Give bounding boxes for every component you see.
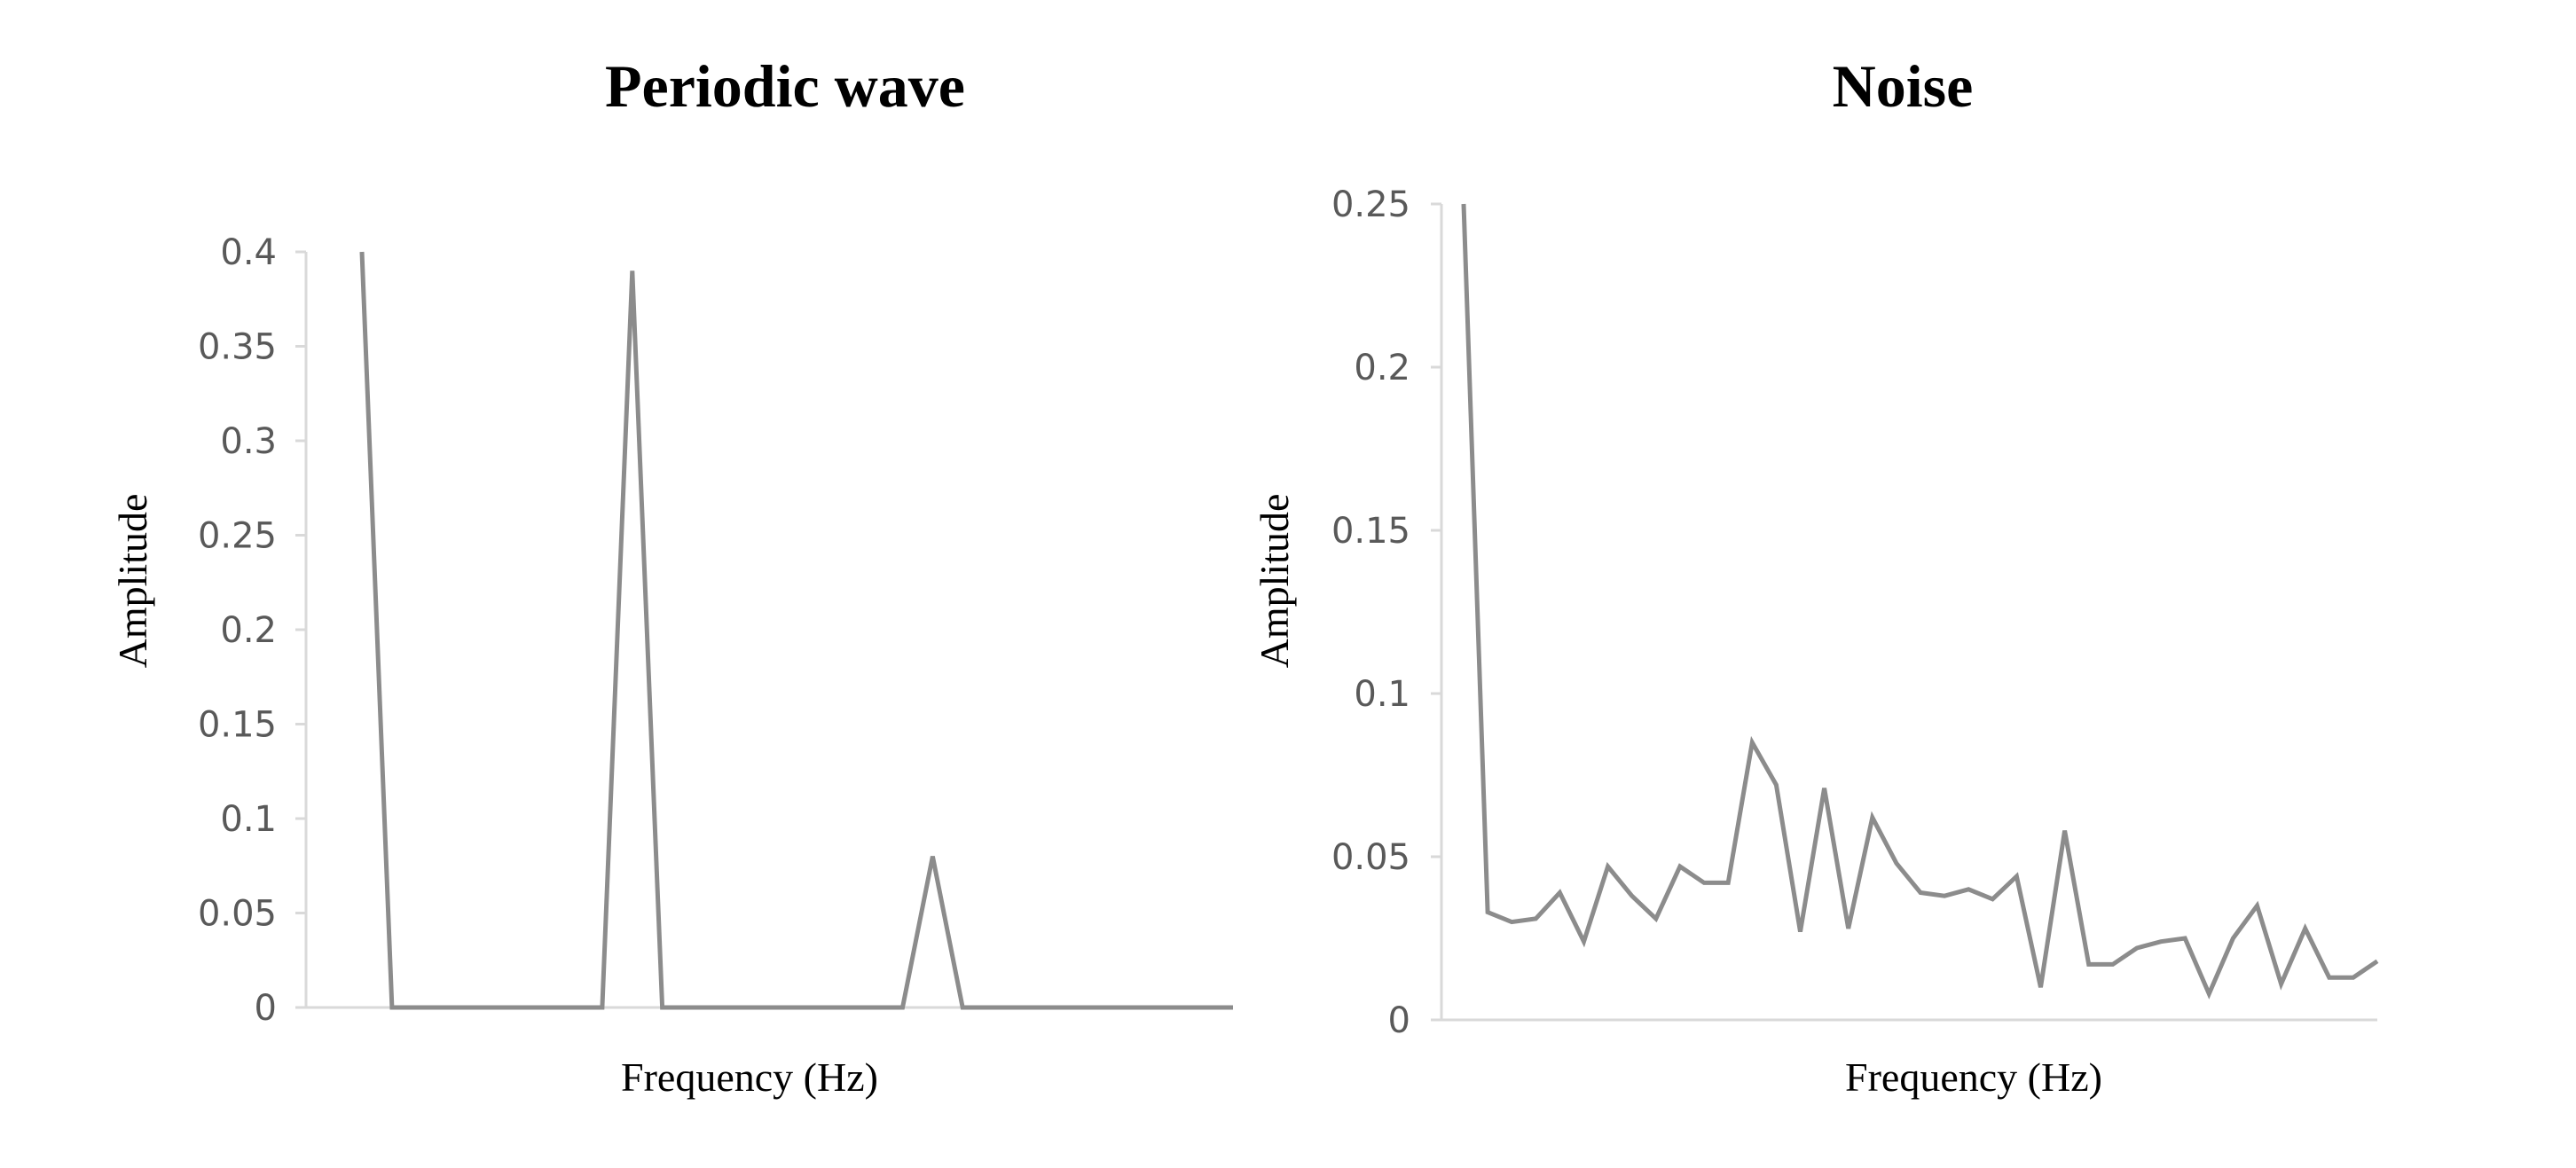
y-tick-label: 0.05 xyxy=(1331,837,1410,878)
y-tick-label: 0.25 xyxy=(198,516,277,557)
series-line xyxy=(1461,203,2379,999)
y-tick-label: 0.3 xyxy=(220,421,277,462)
y-tick-label: 0.35 xyxy=(198,327,277,368)
y-tick-label: 0.4 xyxy=(220,232,277,273)
y-tick-label: 0 xyxy=(1388,1000,1410,1041)
y-tick-label: 0.05 xyxy=(198,894,277,935)
y-tick-label: 0 xyxy=(255,988,277,1029)
y-axis-label: Amplitude xyxy=(110,494,155,669)
y-tick-label: 0.1 xyxy=(1354,674,1410,715)
series-group xyxy=(359,251,1233,1010)
y-tick-label: 0.15 xyxy=(1331,511,1410,552)
series-line xyxy=(359,251,1233,1010)
y-tick-label: 0.15 xyxy=(198,705,277,746)
y-tick-label: 0.1 xyxy=(220,799,277,840)
y-axis: 0 0.05 0.1 0.15 0.2 0.25 0.3 0.35 0.4 xyxy=(198,232,308,1029)
chart-title: Periodic wave xyxy=(605,52,965,120)
y-tick-label: 0.25 xyxy=(1331,184,1410,225)
x-axis-label: Frequency (Hz) xyxy=(621,1054,878,1100)
y-tick-label: 0.2 xyxy=(1354,348,1410,388)
y-axis-label: Amplitude xyxy=(1252,494,1297,669)
periodic-wave-chart: Periodic wave Amplitude Frequency (Hz) 0… xyxy=(110,52,1233,1100)
noise-chart: Noise Amplitude Frequency (Hz) 00.050.10… xyxy=(1252,52,2379,1100)
series-group xyxy=(1461,203,2379,999)
y-tick-label: 0.2 xyxy=(220,610,277,651)
x-axis-label: Frequency (Hz) xyxy=(1845,1054,2102,1100)
chart-title: Noise xyxy=(1833,52,1974,120)
y-axis: 0 0.05 0.1 0.15 0.2 0.25 xyxy=(1331,184,1443,1041)
